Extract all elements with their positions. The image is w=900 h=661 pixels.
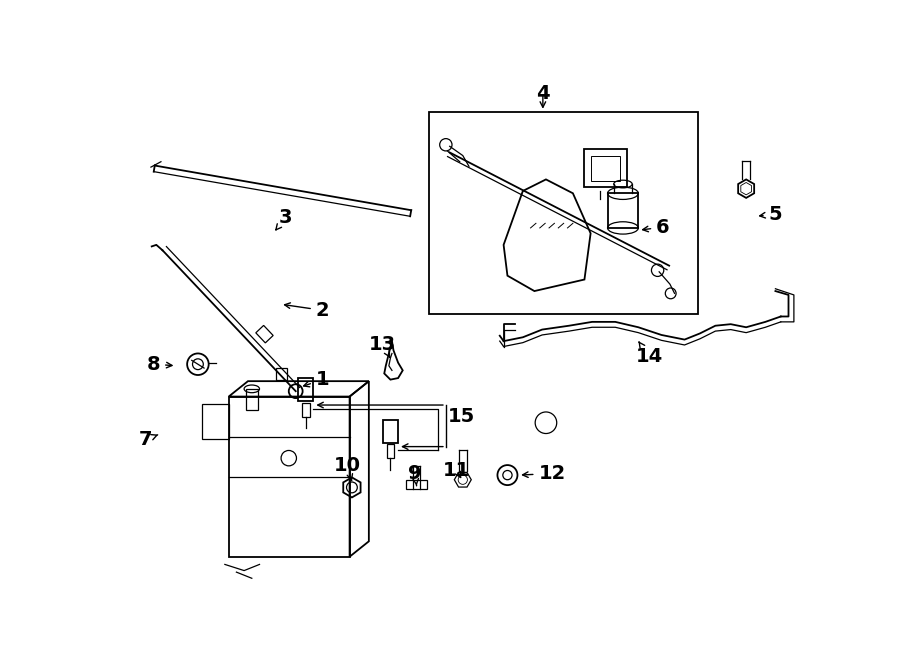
Bar [382,420,398,443]
Bar [387,444,394,458]
Bar [229,397,349,557]
Text: 4: 4 [536,84,550,102]
Text: 5: 5 [760,204,782,223]
Bar [298,378,313,401]
Bar [246,389,258,410]
Text: 10: 10 [334,456,361,481]
Text: 12: 12 [523,464,566,483]
Text: 3: 3 [275,208,292,230]
Bar [406,480,428,489]
Text: 7: 7 [139,430,158,449]
Text: 9: 9 [409,464,422,486]
Bar [584,149,626,187]
Bar [276,368,286,381]
Text: 11: 11 [443,461,471,480]
Text: 1: 1 [303,370,329,389]
Text: 14: 14 [635,342,662,366]
Text: 13: 13 [369,336,396,358]
Text: 6: 6 [643,217,670,237]
Bar [590,156,620,181]
Text: 8: 8 [147,355,172,373]
Bar [608,193,638,228]
Bar [302,403,310,416]
Bar [429,112,698,314]
Text: 2: 2 [284,301,329,320]
Text: 15: 15 [447,407,474,426]
